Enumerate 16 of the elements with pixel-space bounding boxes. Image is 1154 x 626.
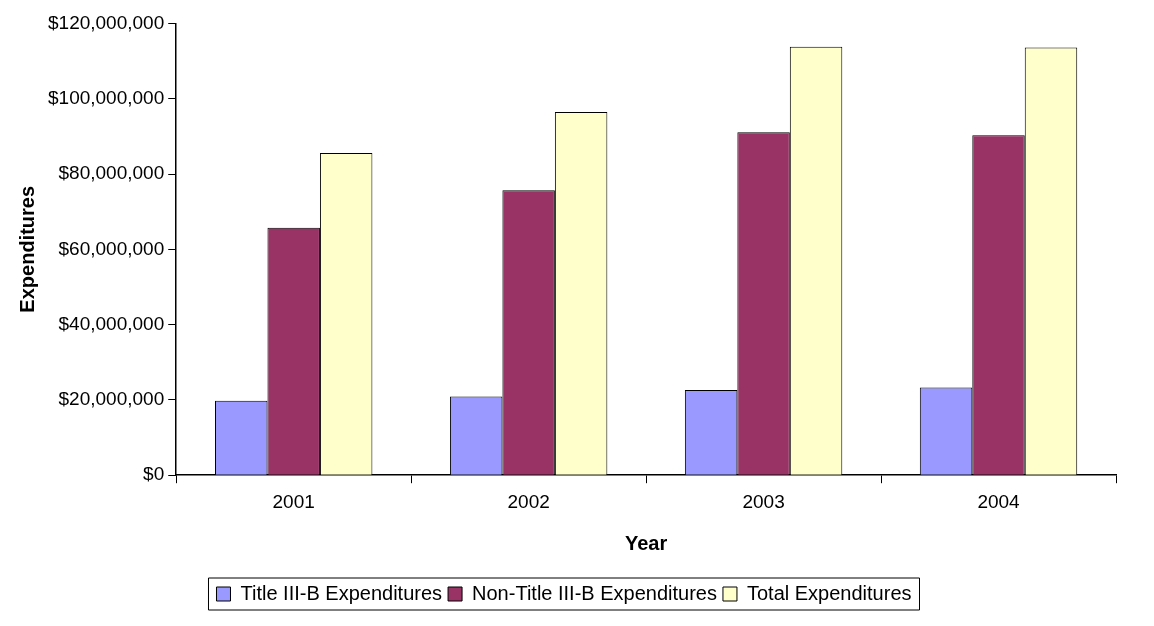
y-tick-label: $80,000,000 <box>58 162 165 184</box>
legend-label: Title III-B Expenditures <box>240 581 443 604</box>
x-tick-label: 2004 <box>977 490 1021 512</box>
x-axis-title: Year <box>624 531 668 554</box>
y-tick-label: $20,000,000 <box>58 388 165 410</box>
x-tick-label: 2003 <box>742 490 785 512</box>
legend-label: Non-Title III-B Expenditures <box>472 581 717 604</box>
y-tick-label: $100,000,000 <box>47 86 165 108</box>
legend-label: Total Expenditures <box>746 581 912 604</box>
y-axis-title: Expenditures <box>15 185 38 313</box>
x-tick-label: 2002 <box>507 490 550 512</box>
y-tick-label: $40,000,000 <box>58 312 165 334</box>
y-tick-label: $60,000,000 <box>58 237 165 259</box>
y-tick-label: $0 <box>143 463 165 485</box>
x-tick-label: 2001 <box>272 490 315 512</box>
y-tick-label: $120,000,000 <box>47 11 165 33</box>
